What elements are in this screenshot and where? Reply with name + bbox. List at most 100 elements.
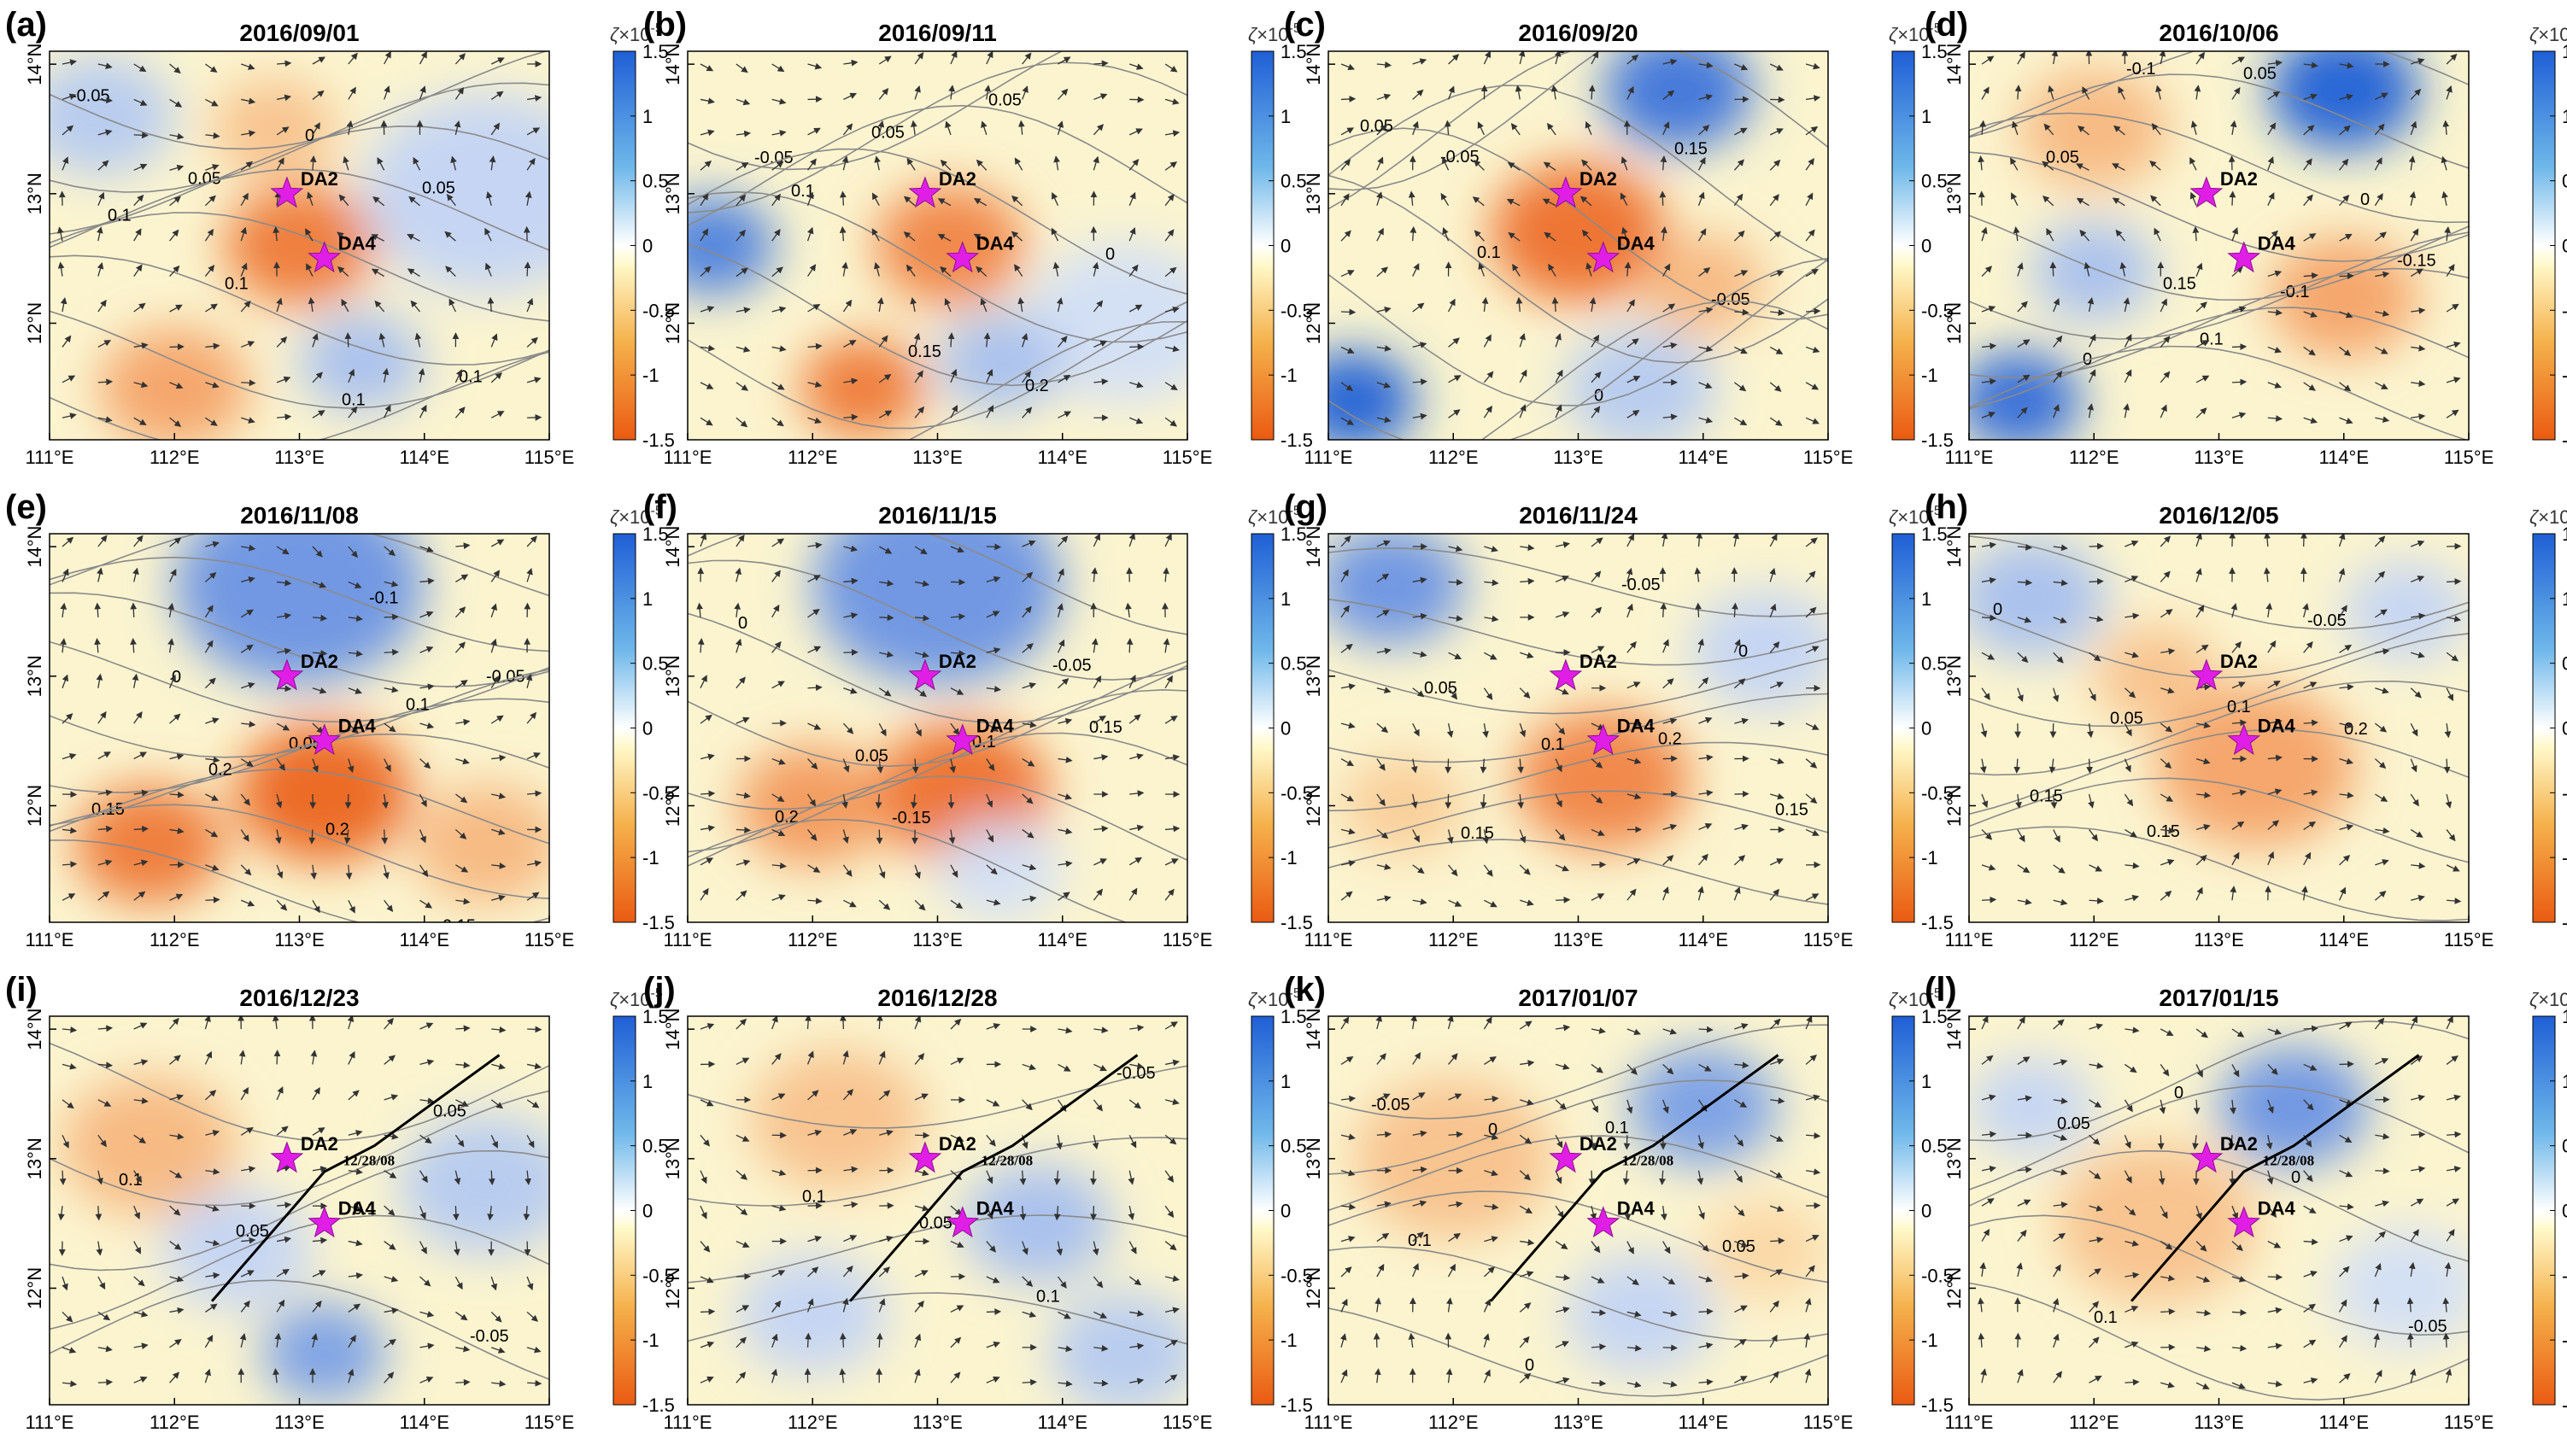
wind-arrow	[452, 1206, 460, 1221]
wind-arrow	[1340, 159, 1351, 171]
wind-arrow	[2046, 227, 2054, 242]
wind-arrow	[378, 332, 386, 348]
wind-arrow	[1164, 345, 1180, 353]
wind-arrow	[60, 296, 67, 313]
wind-arrow	[2017, 262, 2024, 277]
wind-arrow	[1011, 231, 1023, 242]
wind-arrow	[2374, 123, 2385, 136]
contour-label: 0.05	[2057, 1114, 2090, 1133]
vorticity-anomaly	[937, 312, 1063, 412]
wind-arrow	[2017, 301, 2028, 313]
wind-arrow	[1164, 98, 1180, 105]
wind-arrow	[446, 193, 456, 207]
wind-vectors	[1340, 51, 1821, 426]
wind-arrow	[2303, 125, 2315, 136]
wind-arrow	[2231, 227, 2239, 242]
wind-arrow	[700, 306, 715, 313]
wind-arrow	[312, 56, 326, 65]
wind-arrow	[1164, 266, 1177, 278]
y-tick-label: 14°N	[662, 44, 683, 85]
wind-arrow	[1981, 896, 1997, 903]
wind-arrow	[1695, 602, 1702, 617]
wind-arrow	[97, 416, 113, 423]
wind-arrow	[913, 332, 921, 348]
wind-arrow	[940, 159, 952, 171]
contour-label: 0	[2291, 1168, 2300, 1187]
wind-arrow	[947, 332, 955, 348]
contour-line	[688, 148, 1187, 295]
station-label: DA4	[1617, 1198, 1656, 1219]
x-tick-label: 115°E	[1803, 1412, 1854, 1433]
wind-arrow	[2195, 407, 2207, 418]
y-tick-label: 14°N	[662, 1009, 683, 1050]
track-date-label: 12/28/08	[343, 1152, 395, 1168]
wind-arrow	[2011, 192, 2019, 207]
x-tick-label: 114°E	[1037, 1412, 1087, 1433]
wind-arrow	[1448, 409, 1461, 418]
wind-arrow	[133, 163, 148, 171]
contour-label: -0.1	[369, 588, 398, 607]
contour-line	[50, 168, 549, 251]
wind-arrow	[2149, 160, 2161, 171]
vorticity-field: 0.05 0 0 -0.05 0.1	[1969, 1016, 2469, 1405]
wind-arrow	[771, 417, 784, 427]
contour-line	[1328, 51, 1828, 210]
wind-arrow	[450, 155, 457, 171]
y-tick-label: 12°N	[1943, 302, 1965, 344]
wind-arrow	[62, 156, 69, 171]
wind-arrow	[1805, 229, 1815, 242]
colorbar-tick: 0.5	[642, 171, 669, 192]
panel-date: 2016/11/24	[1519, 502, 1638, 529]
wind-arrow	[1011, 195, 1023, 207]
colorbar-tick: -1.5	[2562, 430, 2567, 451]
wind-arrow	[413, 156, 421, 171]
vorticity-anomaly	[1024, 243, 1187, 404]
colorbar-tick: -1	[2562, 365, 2567, 386]
wind-arrow	[700, 193, 709, 207]
colorbar-tick: -0.5	[642, 300, 675, 321]
wind-arrow	[2339, 346, 2352, 357]
wind-arrow	[445, 266, 456, 278]
wind-arrow	[1581, 159, 1592, 171]
wind-arrow	[914, 85, 921, 100]
wind-arrow	[1662, 90, 1675, 100]
wind-arrow	[1979, 120, 1986, 135]
wind-arrow	[736, 382, 749, 391]
vorticity-anomaly	[2269, 237, 2419, 358]
wind-arrow	[1051, 227, 1059, 242]
wind-arrow	[2053, 371, 2063, 383]
contour-label: -0.1	[2126, 60, 2155, 79]
x-tick-label: 111°E	[664, 447, 712, 468]
colorbar: 1.5 1 0.5 0 -0.5 -1 -1.5 ζ×10-5	[2529, 24, 2567, 451]
wind-arrow	[1058, 374, 1071, 383]
x-tick-label: 111°E	[26, 1412, 74, 1433]
wind-arrow	[1510, 123, 1521, 136]
x-tick-label: 113°E	[2194, 447, 2244, 468]
wind-arrow	[1769, 128, 1784, 136]
wind-arrow	[454, 53, 466, 65]
wind-arrow	[1508, 231, 1521, 242]
contour-label: 0.15	[908, 342, 941, 361]
wind-arrow	[877, 120, 885, 136]
wind-arrow	[2082, 86, 2090, 100]
wind-arrow	[2446, 85, 2453, 100]
wind-arrow	[1483, 334, 1492, 348]
x-tick-label: 112°E	[2069, 1412, 2119, 1433]
wind-arrow	[940, 266, 952, 278]
station-label: DA2	[301, 651, 338, 672]
wind-arrow	[306, 263, 314, 277]
colorbar-tick: 1.5	[1281, 41, 1307, 62]
contour-line	[50, 254, 549, 365]
wind-arrow	[1128, 191, 1136, 206]
x-tick-label: 111°E	[26, 929, 74, 950]
colorbar-tick: 1	[1921, 588, 1931, 610]
wind-arrow	[2339, 1061, 2354, 1068]
wind-arrow	[843, 377, 859, 385]
wind-arrow	[1698, 382, 1713, 389]
x-tick-label: 113°E	[1553, 1412, 1603, 1433]
wind-arrow	[843, 59, 859, 67]
wind-arrow	[903, 231, 916, 242]
wind-arrow	[1164, 417, 1177, 427]
x-tick-label: 113°E	[274, 1412, 325, 1433]
